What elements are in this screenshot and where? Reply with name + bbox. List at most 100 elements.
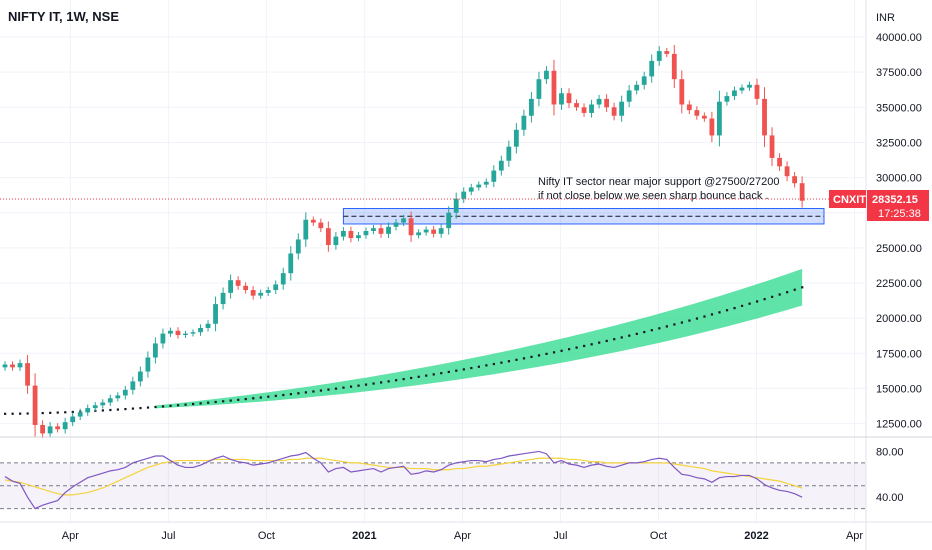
candle-body — [100, 402, 106, 406]
ma-dot — [485, 364, 488, 367]
ma-dot — [116, 408, 119, 411]
rsi-lines — [4, 450, 803, 510]
support-zone — [342, 208, 825, 225]
candle-body — [784, 166, 790, 177]
candle-body — [506, 146, 512, 161]
candle-body — [619, 101, 625, 116]
candle-body — [107, 398, 113, 403]
ma-dot — [312, 390, 315, 393]
candle-body — [664, 51, 670, 54]
candle-body — [205, 323, 211, 328]
ma-dot — [598, 341, 601, 344]
ma-dot — [139, 406, 142, 410]
ma-dot — [289, 393, 292, 396]
ma-dot — [131, 407, 135, 410]
ma-dot — [146, 406, 150, 409]
moving-average-band — [4, 268, 804, 415]
time-tick-label: Jul — [161, 530, 175, 542]
ma-dot — [583, 344, 586, 348]
candle-body — [303, 219, 309, 240]
ma-dot — [756, 300, 759, 303]
candle-body — [694, 110, 700, 116]
candle-body — [348, 231, 354, 239]
candle-body — [153, 343, 158, 358]
ma-dot — [425, 374, 428, 377]
ma-dot — [560, 349, 563, 352]
candle-body — [709, 118, 715, 136]
candle-body — [423, 229, 429, 233]
candle-body — [175, 330, 181, 336]
ma-dot — [620, 336, 623, 339]
ma-band-fill — [155, 268, 803, 409]
candle-body — [310, 219, 316, 223]
candle-body — [513, 129, 519, 147]
candle-body — [235, 280, 241, 286]
candle-body — [25, 363, 30, 386]
ma-dot — [455, 369, 458, 372]
candle-body — [641, 76, 647, 85]
candle-body — [551, 70, 557, 105]
time-axis: AprJulOct2021AprJulOct2022AprJul — [62, 530, 864, 542]
candle-body — [431, 229, 437, 234]
ma-dot — [530, 355, 533, 358]
ma-dot — [477, 365, 480, 368]
ma-dot — [19, 412, 22, 415]
ma-dot — [688, 319, 691, 322]
ma-dot — [364, 383, 368, 386]
candle-body — [769, 135, 775, 158]
ma-dot — [395, 379, 398, 382]
ma-dot — [417, 375, 420, 378]
candle-body — [258, 292, 264, 296]
ma-dot — [515, 358, 518, 361]
candle-body — [115, 395, 121, 399]
candle-body — [461, 191, 467, 199]
ma-dot — [357, 384, 360, 387]
candle-body — [318, 222, 324, 229]
ma-dot — [124, 407, 127, 411]
ma-dot — [650, 329, 653, 332]
ma-dot — [748, 302, 751, 305]
ma-dot — [267, 395, 270, 398]
ma-dot — [522, 357, 526, 360]
ma-dot — [680, 321, 683, 324]
price-tick-label: 30000.00 — [876, 173, 922, 185]
ma-dot — [207, 401, 210, 404]
candle-body — [325, 228, 331, 246]
candle-body — [393, 222, 399, 227]
candle-body — [754, 84, 760, 99]
candle-body — [280, 273, 286, 285]
candle-body — [536, 79, 542, 99]
price-tick-label: 22500.00 — [876, 278, 922, 290]
candle-body — [589, 104, 594, 113]
price-tag-value: 28352.15 — [872, 194, 918, 206]
candle-body — [453, 198, 459, 213]
ma-dot — [740, 304, 744, 307]
price-tick-label: 35000.00 — [876, 102, 922, 114]
candle-body — [32, 385, 38, 425]
time-tick-label: Oct — [258, 530, 275, 542]
candle-body — [408, 218, 414, 236]
ma-dot — [387, 380, 390, 383]
ma-dot — [342, 386, 345, 389]
ma-dot — [410, 376, 413, 380]
candle-body — [250, 290, 256, 296]
candle-body — [468, 187, 474, 192]
candle-body — [777, 157, 782, 167]
candle-body — [265, 290, 271, 293]
candle-body — [356, 235, 361, 239]
candle-body — [401, 218, 406, 223]
ma-dot — [507, 360, 511, 363]
ma-dot — [695, 317, 699, 320]
ma-dot — [786, 291, 789, 294]
price-tick-label: 25000.00 — [876, 243, 922, 255]
ma-dot — [590, 343, 593, 346]
candle-body — [544, 70, 549, 80]
ma-dot — [214, 400, 217, 404]
ma-dot — [192, 402, 195, 406]
ma-dot — [763, 298, 766, 301]
ma-dot — [703, 315, 706, 318]
time-tick-label: 2022 — [744, 530, 768, 542]
ma-dot — [605, 339, 608, 343]
candle-body — [701, 115, 707, 119]
candle-body — [649, 60, 655, 77]
